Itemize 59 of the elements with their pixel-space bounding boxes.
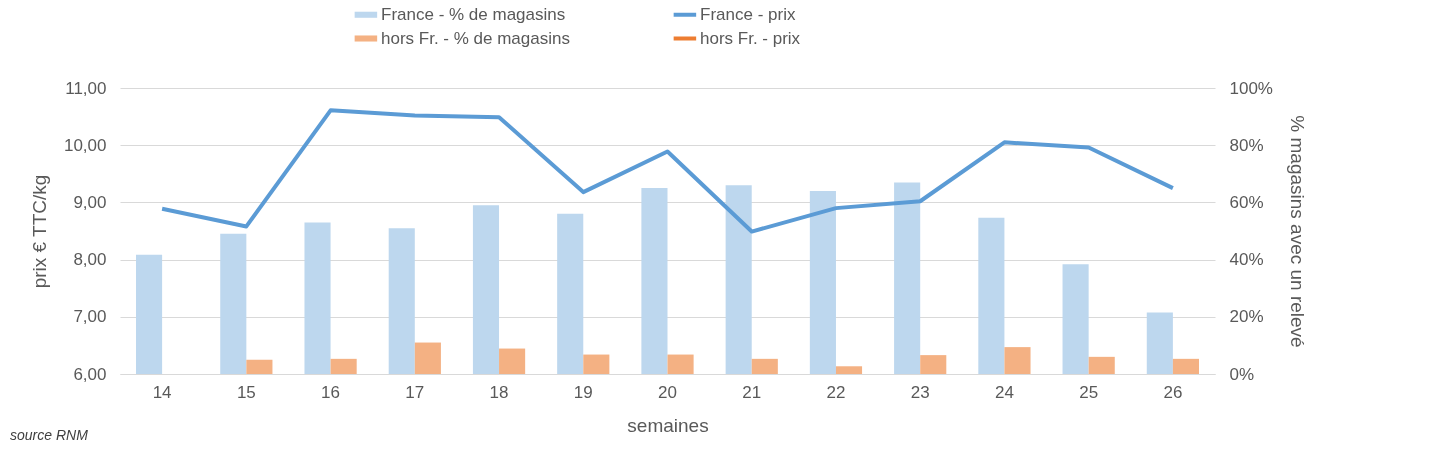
- x-tick-label: 21: [742, 382, 762, 402]
- bar: [1088, 356, 1115, 374]
- bar: [809, 190, 836, 374]
- y-tick-label: 10,00: [63, 135, 107, 155]
- line-series: [160, 108, 1175, 234]
- y-tick-label: 8,00: [73, 250, 107, 270]
- x-tick-label: 16: [321, 382, 341, 402]
- bar: [414, 342, 441, 374]
- y2-tick-label: 0%: [1229, 364, 1255, 384]
- legend-label: France - prix: [700, 4, 796, 24]
- y2-tick-label: 80%: [1229, 135, 1264, 155]
- bar: [472, 205, 500, 374]
- y2-axis-title: % magasins avec un relevé: [1286, 115, 1308, 348]
- bar: [136, 254, 163, 374]
- bar: [751, 358, 778, 374]
- y-tick-label: 7,00: [73, 307, 107, 327]
- bar: [894, 182, 921, 374]
- bar: [978, 217, 1005, 374]
- y2-tick-label: 20%: [1229, 307, 1264, 327]
- legend-label: hors Fr. - prix: [700, 28, 801, 48]
- legend-label: France - % de magasins: [381, 4, 566, 24]
- y2-tick-label: 40%: [1229, 250, 1264, 270]
- x-tick-label: 15: [236, 382, 256, 402]
- legend-label: hors Fr. - % de magasins: [381, 28, 570, 48]
- bar: [1004, 347, 1031, 374]
- x-tick-label: 18: [489, 382, 509, 402]
- y-tick-label: 6,00: [73, 364, 107, 384]
- x-tick-label: 23: [910, 382, 930, 402]
- bar: [835, 366, 863, 374]
- bar: [246, 359, 273, 374]
- y-axis-title: prix € TTC/kg: [28, 174, 50, 289]
- bar: [1146, 312, 1173, 374]
- x-tick-label: 14: [152, 382, 172, 402]
- source-note: source RNM: [10, 427, 89, 443]
- bar: [220, 233, 247, 374]
- bar: [641, 188, 668, 374]
- x-tick-label: 20: [658, 382, 677, 402]
- x-tick-label: 19: [573, 382, 593, 402]
- y-tick-label: 9,00: [73, 192, 107, 212]
- x-tick-label: 26: [1163, 382, 1183, 402]
- bar: [330, 358, 357, 374]
- bar: [583, 354, 610, 374]
- bar: [1062, 264, 1089, 374]
- bar: [557, 213, 584, 374]
- x-axis-title: semaines: [627, 414, 709, 436]
- bar: [304, 222, 331, 374]
- bar: [920, 355, 947, 374]
- bar: [499, 348, 526, 374]
- bar: [388, 228, 415, 374]
- y2-tick-label: 100%: [1229, 78, 1273, 98]
- y-tick-label: 11,00: [65, 78, 107, 98]
- x-tick-label: 17: [405, 382, 425, 402]
- x-tick-label: 25: [1079, 382, 1099, 402]
- y2-tick-label: 60%: [1229, 192, 1264, 212]
- bar: [1172, 358, 1199, 374]
- bar: [667, 354, 694, 374]
- x-tick-label: 22: [826, 382, 846, 402]
- x-tick-label: 24: [994, 382, 1014, 402]
- bar: [725, 185, 752, 374]
